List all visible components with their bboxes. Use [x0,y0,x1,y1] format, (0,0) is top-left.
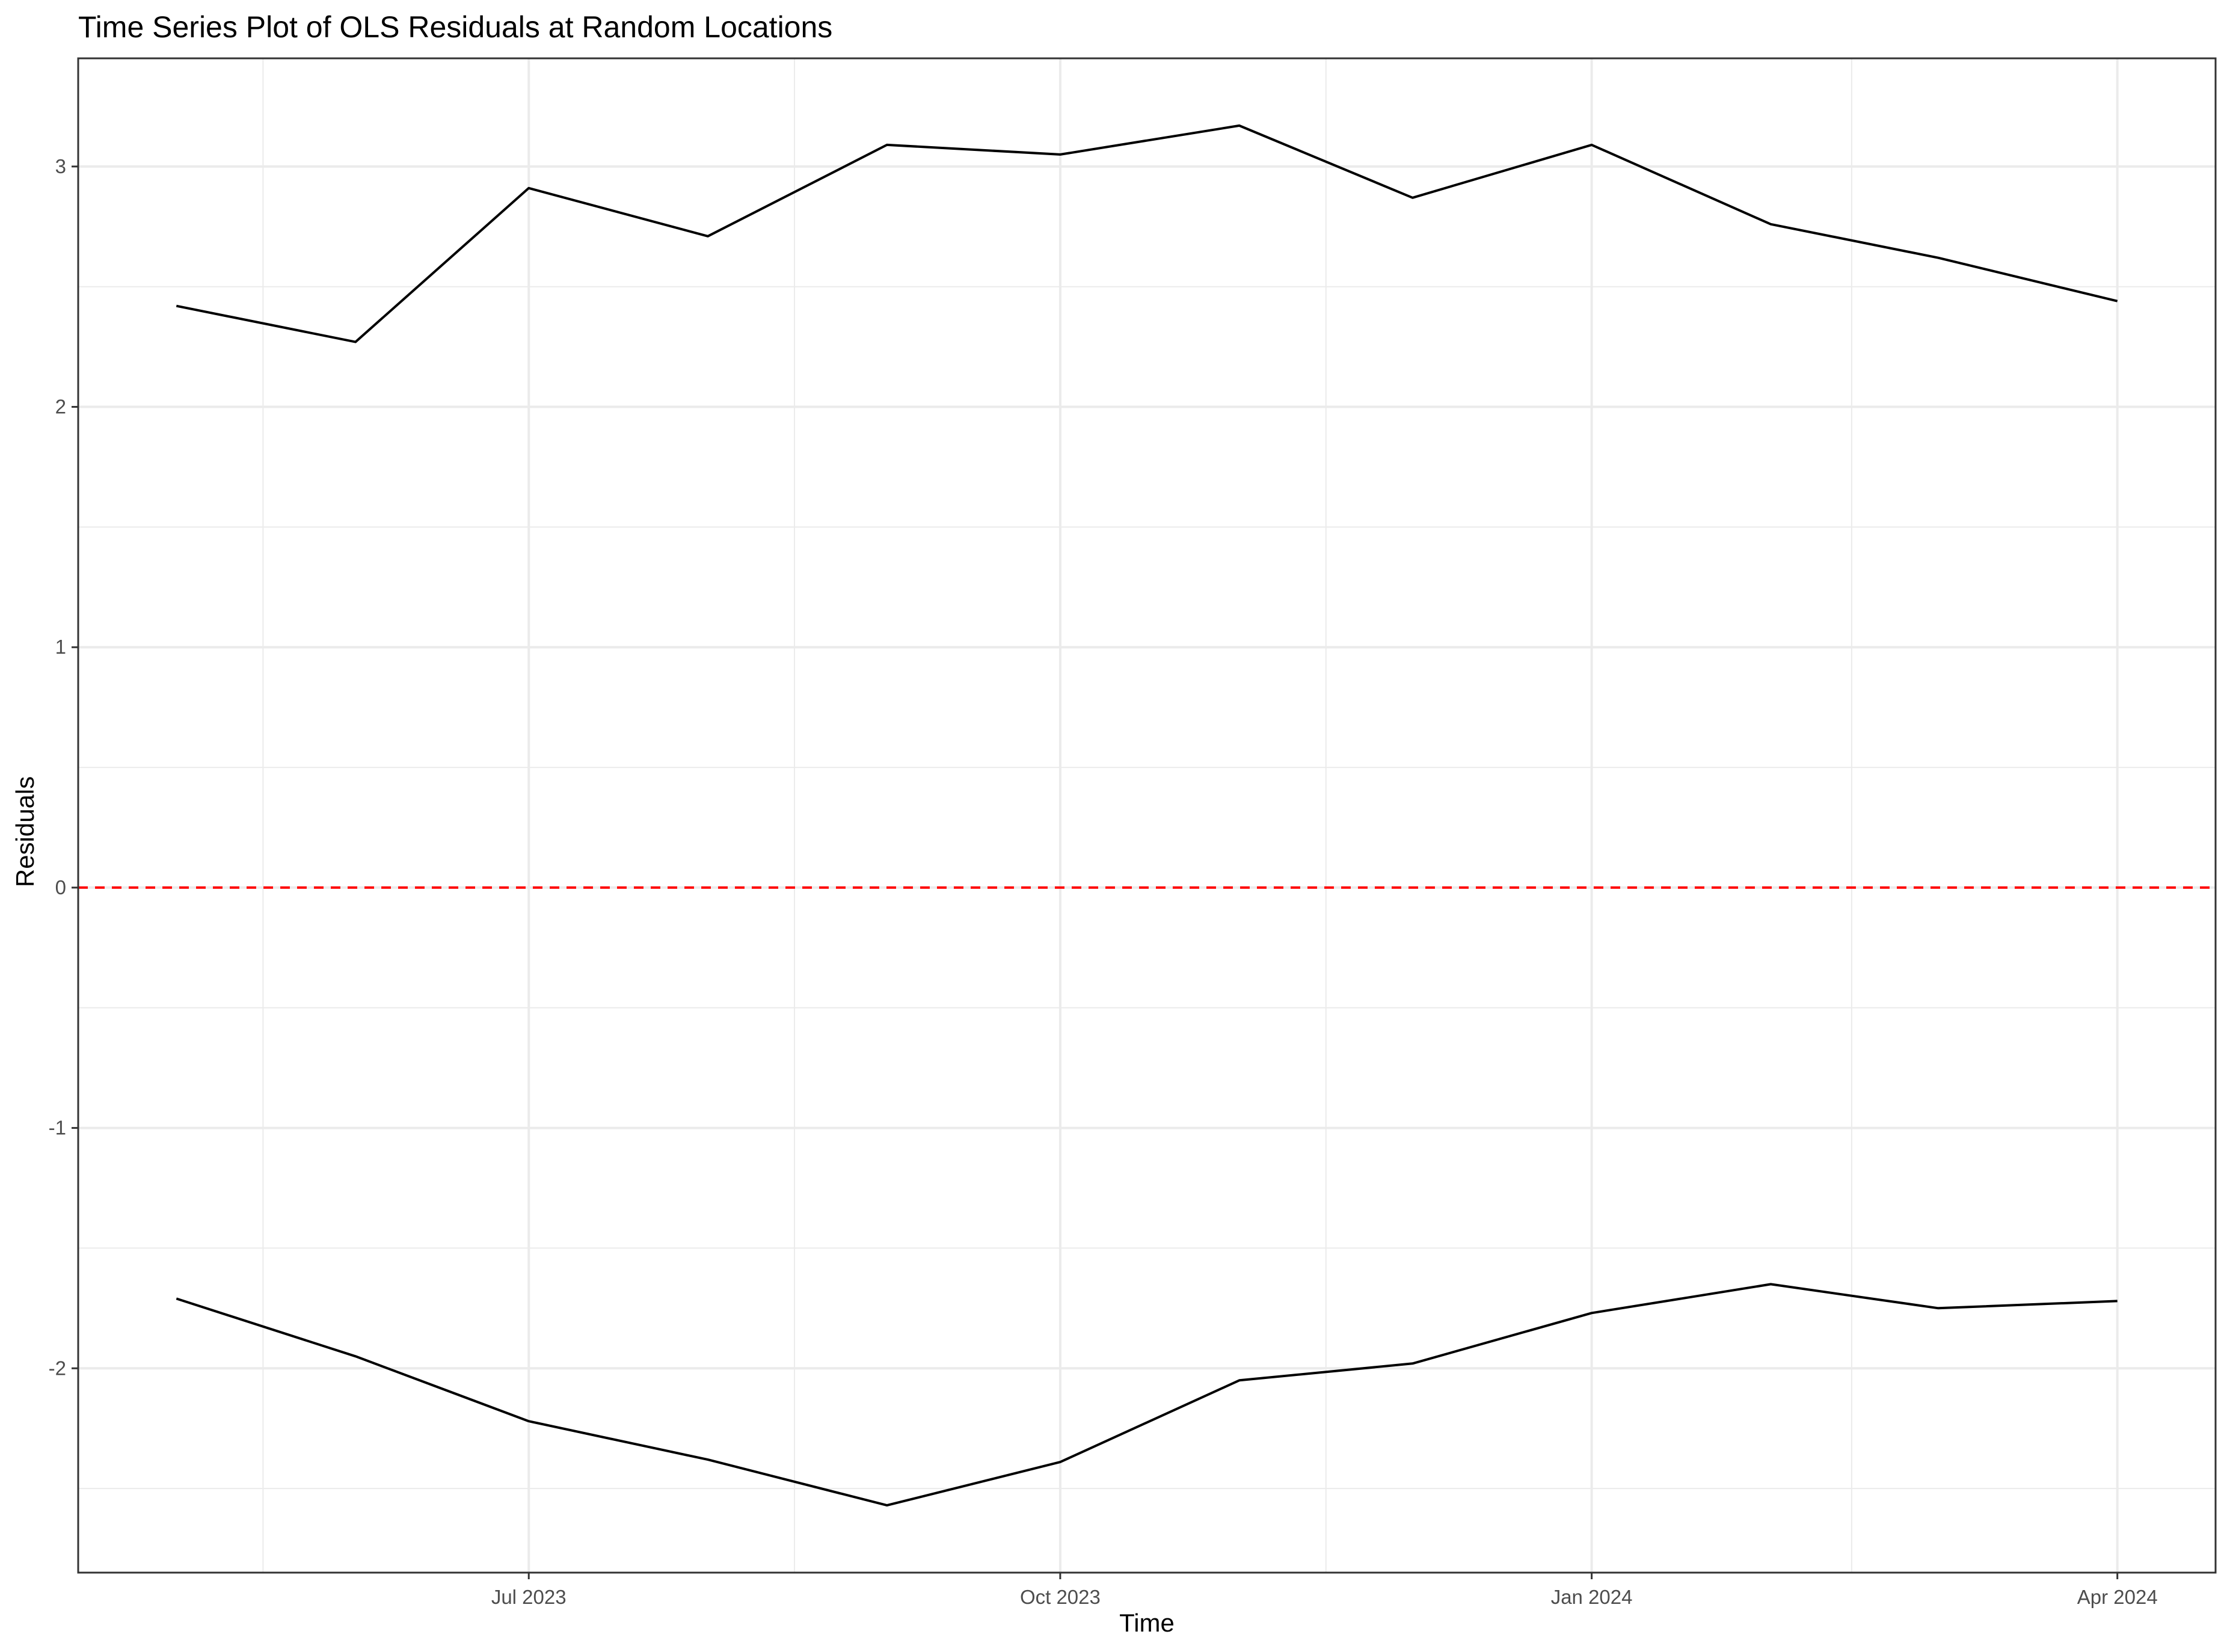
y-tick-label: -1 [49,1117,66,1139]
grid-lines [78,58,2216,1573]
y-tick-label: -2 [49,1357,66,1379]
y-tick-label: 2 [55,396,66,418]
series-lines [176,124,2118,1507]
y-tick-label: 3 [55,155,66,177]
y-tick-label: 0 [55,876,66,898]
axis-ticks: -2 -1 0 1 2 3 Jul 2023 Oct 2023 Jan 2024 Apr 2024 [49,155,2158,1608]
x-tick-label: Jan 2024 [1551,1586,1633,1608]
x-axis-title: Time [1119,1609,1175,1637]
series-line-1 [176,124,2118,343]
x-tick-label: Jul 2023 [491,1586,567,1608]
y-axis-title: Residuals [11,776,39,887]
series-line-2 [176,1283,2118,1507]
chart-title: Time Series Plot of OLS Residuals at Ran… [78,10,832,44]
x-tick-label: Oct 2023 [1020,1586,1101,1608]
y-tick-label: 1 [55,636,66,658]
x-tick-label: Apr 2024 [2077,1586,2158,1608]
panel-border [77,57,2217,1574]
